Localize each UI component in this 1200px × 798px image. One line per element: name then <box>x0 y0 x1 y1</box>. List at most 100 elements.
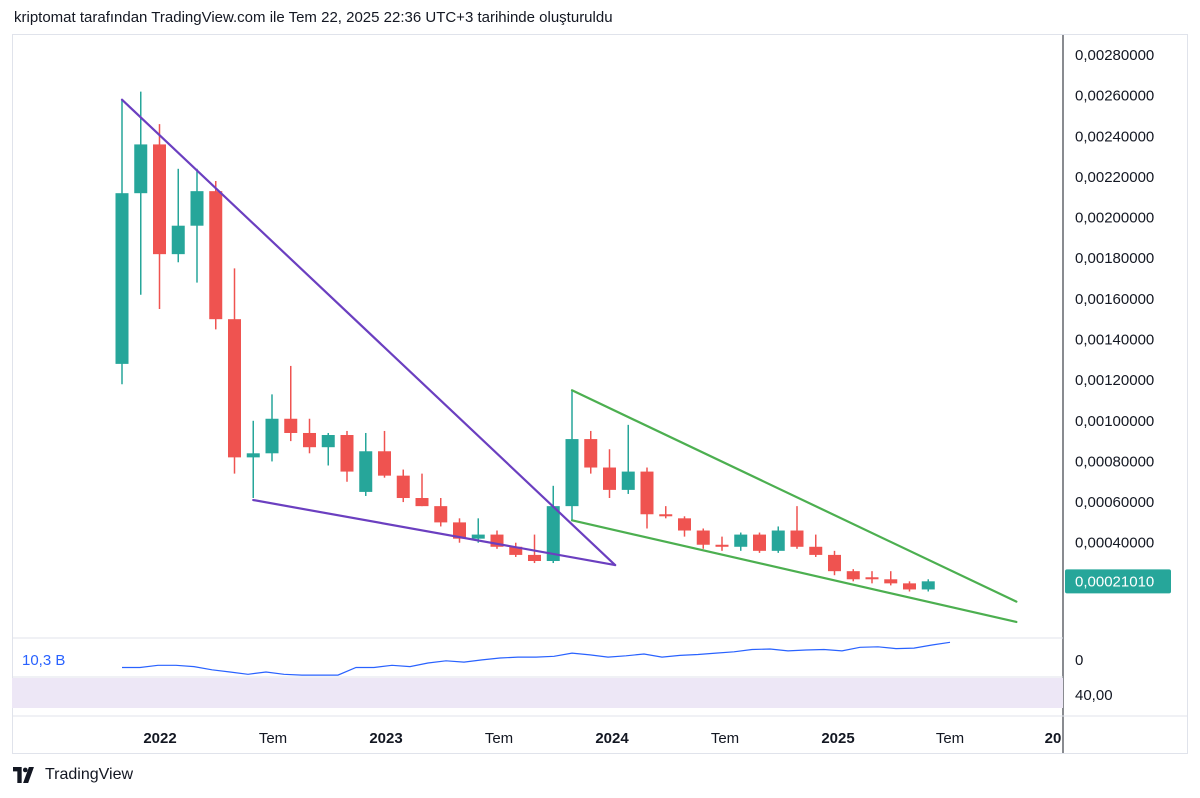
price-axis-tick-label: 0,00280000 <box>1075 47 1154 64</box>
candle <box>621 424 635 494</box>
price-axis-tick-label: 0,00160000 <box>1075 291 1154 308</box>
price-axis-tick-label: 0,00080000 <box>1075 453 1154 470</box>
candle <box>603 449 616 499</box>
candle <box>509 542 523 557</box>
candle <box>678 516 691 537</box>
price-tag-value: 0,00021010 <box>1075 573 1154 590</box>
volume-group <box>122 641 951 676</box>
candle-body <box>734 534 748 547</box>
chart-header-title: kriptomat tarafından TradingView.com ile… <box>14 9 613 26</box>
candle-body <box>865 577 879 580</box>
candle-body <box>246 453 260 458</box>
candle-body <box>378 451 391 476</box>
volume-value-label: 10,3 B <box>22 652 65 669</box>
candle-body <box>584 439 598 468</box>
time-axis-tick-label: Tem <box>711 730 739 747</box>
price-axis-tick-label: 0,00140000 <box>1075 332 1154 349</box>
price-axis-tick-label: 0,00180000 <box>1075 250 1154 267</box>
candle <box>921 579 935 592</box>
time-axis-tick-label: 2023 <box>369 730 402 747</box>
candle <box>321 432 335 466</box>
candle <box>471 518 485 543</box>
candle <box>153 124 166 310</box>
candle-body <box>828 554 841 572</box>
candle <box>434 498 448 527</box>
candle-body <box>809 546 823 555</box>
candle-body <box>640 471 654 515</box>
candle <box>771 526 785 553</box>
candle-body <box>696 530 710 545</box>
candle <box>209 180 223 330</box>
candle <box>696 528 710 549</box>
candle <box>884 571 898 586</box>
footer-brand-text: TradingView <box>45 766 134 783</box>
candles-group <box>115 91 935 592</box>
price-axis-tick-label: 0,00220000 <box>1075 169 1154 186</box>
candle-body <box>921 581 935 590</box>
candle-body <box>415 498 429 507</box>
footer-branding[interactable]: TradingView <box>13 766 133 784</box>
tradingview-logo-icon <box>13 767 34 783</box>
candle <box>340 430 354 482</box>
candle <box>115 99 129 385</box>
time-axis-tick-label: 2024 <box>595 730 629 747</box>
candle-body <box>153 144 166 255</box>
price-axis-tick-label: 0,00060000 <box>1075 494 1154 511</box>
candle-body <box>171 225 185 255</box>
candle <box>828 550 841 576</box>
rsi-axis-label: 40,00 <box>1075 687 1113 704</box>
candle-body <box>565 439 579 507</box>
candle-body <box>209 191 223 320</box>
candle-body <box>340 435 354 472</box>
candle-body <box>903 583 916 590</box>
candle-body <box>303 432 316 448</box>
trendline-green-lower[interactable] <box>570 519 1018 624</box>
candle <box>171 168 185 263</box>
price-axis-tick-label: 0,00260000 <box>1075 88 1154 105</box>
candle-body <box>528 554 541 562</box>
candle <box>378 430 391 478</box>
candle <box>659 506 673 519</box>
time-axis-tick-label: Tem <box>259 730 287 747</box>
last-price-tag: 0,00021010 <box>1065 569 1171 594</box>
candle-body <box>659 514 673 517</box>
chart-frame <box>12 34 1188 754</box>
candle-body <box>453 522 466 539</box>
candle <box>284 365 298 442</box>
candle <box>865 571 879 584</box>
candle <box>715 536 729 551</box>
trendline-purple-lower[interactable] <box>252 498 617 567</box>
candle-body <box>434 506 448 523</box>
price-axis-tick-label: 0,00100000 <box>1075 413 1154 430</box>
price-axis[interactable]: 0,00280000 0,00260000 0,00240000 0,00220000… <box>1075 47 1163 592</box>
candle-body <box>846 571 860 580</box>
candle <box>134 91 148 295</box>
candle <box>303 418 316 454</box>
price-axis-tick-label: 0,00200000 <box>1075 210 1154 227</box>
candle-body <box>884 579 898 584</box>
time-axis-tick-label: Tem <box>485 730 513 747</box>
candle-body <box>753 534 766 551</box>
candle <box>490 530 504 549</box>
time-axis-tick-label: 2022 <box>143 730 176 747</box>
trendline-green-upper[interactable] <box>570 389 1018 603</box>
candle <box>753 532 766 553</box>
trendline-purple-upper[interactable] <box>120 98 617 567</box>
time-axis-tick-label: Tem <box>936 730 964 747</box>
price-chart[interactable]: 0,00280000 0,00260000 0,00240000 0,00220000… <box>0 0 1200 760</box>
candle <box>903 581 916 592</box>
candle <box>565 390 579 521</box>
price-tag-background <box>1065 569 1171 594</box>
candle-body <box>265 418 279 454</box>
candle-body <box>321 435 335 448</box>
candle <box>396 469 410 503</box>
candle-body <box>284 418 298 433</box>
candle <box>190 168 204 283</box>
time-axis[interactable]: 2022 Tem 2023 Tem 2024 Tem 2025 Tem 20 <box>143 730 1061 747</box>
price-axis-tick-label: 0,00120000 <box>1075 372 1154 389</box>
trendlines-group <box>120 98 1018 624</box>
time-axis-tick-label: 20 <box>1045 730 1062 747</box>
candle-body <box>190 191 204 226</box>
candle-body <box>396 475 410 499</box>
candle-body <box>715 544 729 547</box>
